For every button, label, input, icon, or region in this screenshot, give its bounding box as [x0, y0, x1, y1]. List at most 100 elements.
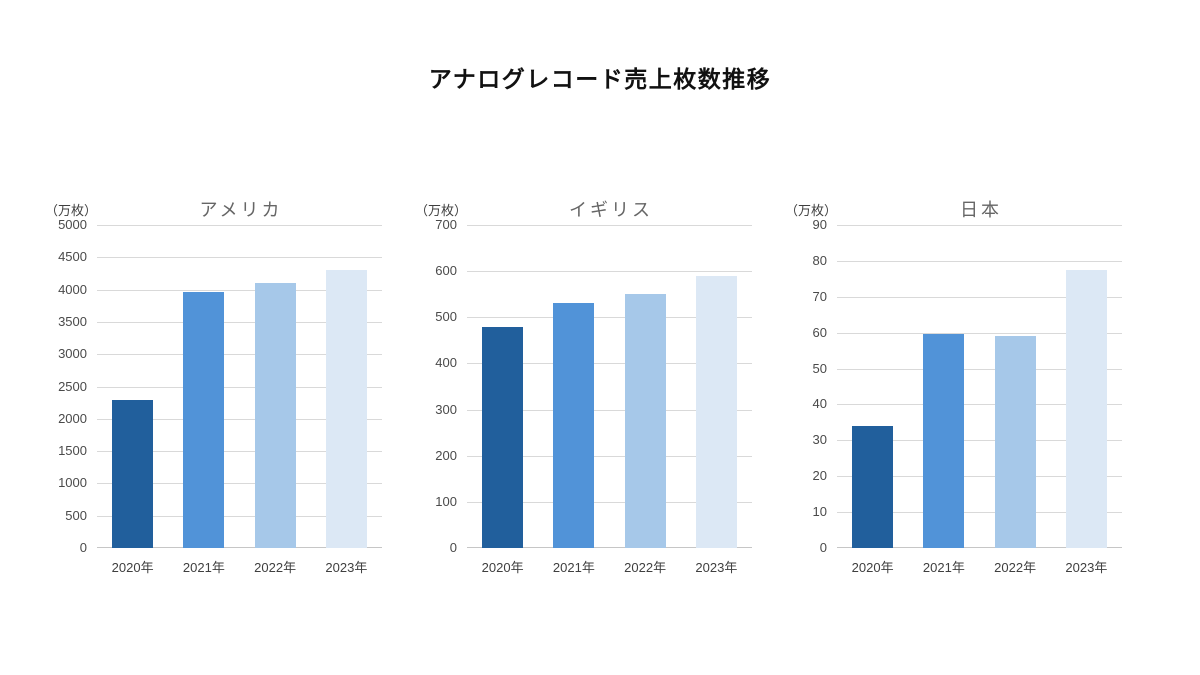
y-axis: 0 500 1000 1500 2000 2500 3000 3500 4000 4500 5000 [45, 217, 97, 555]
bar-2023 [1065, 269, 1107, 548]
x-tick-label: 2022年 [254, 560, 297, 575]
y-tick-label: 40 [812, 396, 827, 412]
y-tick-label: 50 [812, 360, 827, 376]
x-tick-label: 2021年 [922, 560, 965, 575]
gridline [837, 225, 1122, 226]
y-tick-label: 30 [812, 432, 827, 448]
plot-row: 0 500 1000 1500 2000 2500 3000 3500 4000 4500 5000 [45, 217, 385, 555]
page-title: アナログレコード売上枚数推移 [428, 66, 772, 92]
bar-2022 [254, 282, 296, 548]
chart-header: （万枚） 日本 [785, 175, 1125, 225]
plot-row: 0 10 20 30 40 50 60 70 80 90 [785, 217, 1125, 555]
slide: アナログレコード売上枚数推移 （万枚） アメリカ 0 500 1000 1500 2000 2… [0, 66, 1200, 576]
y-tick-label: 0 [449, 540, 457, 555]
bar-2022 [624, 294, 666, 548]
x-tick-label: 2023年 [695, 560, 738, 575]
x-axis: 2020年 2021年 2022年 2023年 [837, 557, 1125, 576]
gridline [97, 386, 382, 388]
y-tick-label: 4500 [58, 249, 87, 265]
y-tick-label: 0 [79, 540, 87, 555]
gridline [97, 289, 382, 291]
x-tick-label: 2022年 [994, 560, 1037, 575]
y-tick-label: 5000 [58, 217, 87, 232]
y-tick-label: 700 [435, 217, 457, 232]
gridline [837, 332, 1122, 334]
y-tick-label: 4000 [58, 281, 87, 297]
y-tick-label: 20 [812, 468, 827, 484]
y-tick-label: 90 [812, 217, 827, 232]
y-tick-label: 100 [435, 493, 457, 509]
y-axis-unit-label: （万枚） [785, 203, 838, 218]
x-tick-label: 2023年 [325, 560, 368, 575]
gridline [467, 409, 752, 411]
gridline [467, 501, 752, 503]
y-tick-label: 1500 [58, 443, 87, 459]
bar-2022 [994, 336, 1036, 548]
bar-2023 [325, 269, 367, 548]
y-tick-label: 600 [435, 263, 457, 279]
y-tick-label: 400 [435, 355, 457, 371]
x-tick-label: 2020年 [111, 560, 154, 575]
chart-japan: （万枚） 日本 0 10 20 30 40 50 60 70 80 90 2020年 2021年 2022年… [785, 175, 1125, 576]
gridline [837, 404, 1122, 406]
plot-area [837, 225, 1122, 548]
chart-header: （万枚） アメリカ [45, 175, 385, 225]
bar-2021 [553, 303, 595, 548]
x-axis-line [837, 547, 1122, 548]
gridline [97, 483, 382, 485]
gridline [97, 451, 382, 453]
y-tick-label: 80 [812, 252, 827, 268]
chart-title: 日本 [960, 200, 1002, 220]
y-tick-label: 2500 [58, 378, 87, 394]
y-axis-unit-label: （万枚） [45, 203, 98, 218]
bar-2020 [852, 425, 894, 548]
x-axis-line [467, 547, 752, 548]
charts-row: （万枚） アメリカ 0 500 1000 1500 2000 2500 3000 3500 4000… [0, 175, 1200, 576]
gridline [837, 476, 1122, 478]
y-tick-label: 0 [819, 540, 827, 555]
plot-area [97, 225, 382, 548]
chart-title: イギリス [569, 200, 653, 220]
gridline [837, 440, 1122, 442]
gridline [467, 455, 752, 457]
bar-2021 [923, 334, 965, 548]
y-tick-label: 500 [65, 507, 87, 523]
y-tick-label: 2000 [58, 410, 87, 426]
y-tick-label: 300 [435, 401, 457, 417]
y-tick-label: 200 [435, 447, 457, 463]
gridline [97, 225, 382, 226]
y-tick-label: 70 [812, 288, 827, 304]
y-axis: 0 10 20 30 40 50 60 70 80 90 [785, 217, 837, 555]
gridline [837, 512, 1122, 514]
x-tick-label: 2023年 [1065, 560, 1108, 575]
y-tick-label: 500 [435, 309, 457, 325]
y-tick-label: 60 [812, 324, 827, 340]
y-axis-unit-label: （万枚） [415, 203, 468, 218]
gridline [97, 257, 382, 259]
x-tick-label: 2020年 [481, 560, 524, 575]
y-tick-label: 3000 [58, 346, 87, 362]
plot-area [467, 225, 752, 548]
chart-header: （万枚） イギリス [415, 175, 755, 225]
chart-usa: （万枚） アメリカ 0 500 1000 1500 2000 2500 3000 3500 4000… [45, 175, 385, 576]
gridline [837, 260, 1122, 262]
gridline [97, 354, 382, 356]
gridline [467, 363, 752, 365]
gridline [837, 368, 1122, 370]
x-axis: 2020年 2021年 2022年 2023年 [467, 557, 755, 576]
y-tick-label: 10 [812, 504, 827, 520]
y-tick-label: 3500 [58, 313, 87, 329]
gridline [467, 225, 752, 226]
bar-2021 [183, 292, 225, 548]
bar-2020 [112, 400, 154, 548]
plot-row: 0 100 200 300 400 500 600 700 [415, 217, 755, 555]
x-tick-label: 2020年 [851, 560, 894, 575]
x-tick-label: 2022年 [624, 560, 667, 575]
y-axis: 0 100 200 300 400 500 600 700 [415, 217, 467, 555]
y-tick-label: 1000 [58, 475, 87, 491]
gridline [97, 321, 382, 323]
chart-title: アメリカ [199, 200, 283, 220]
x-tick-label: 2021年 [552, 560, 595, 575]
gridline [837, 296, 1122, 298]
gridline [97, 515, 382, 517]
